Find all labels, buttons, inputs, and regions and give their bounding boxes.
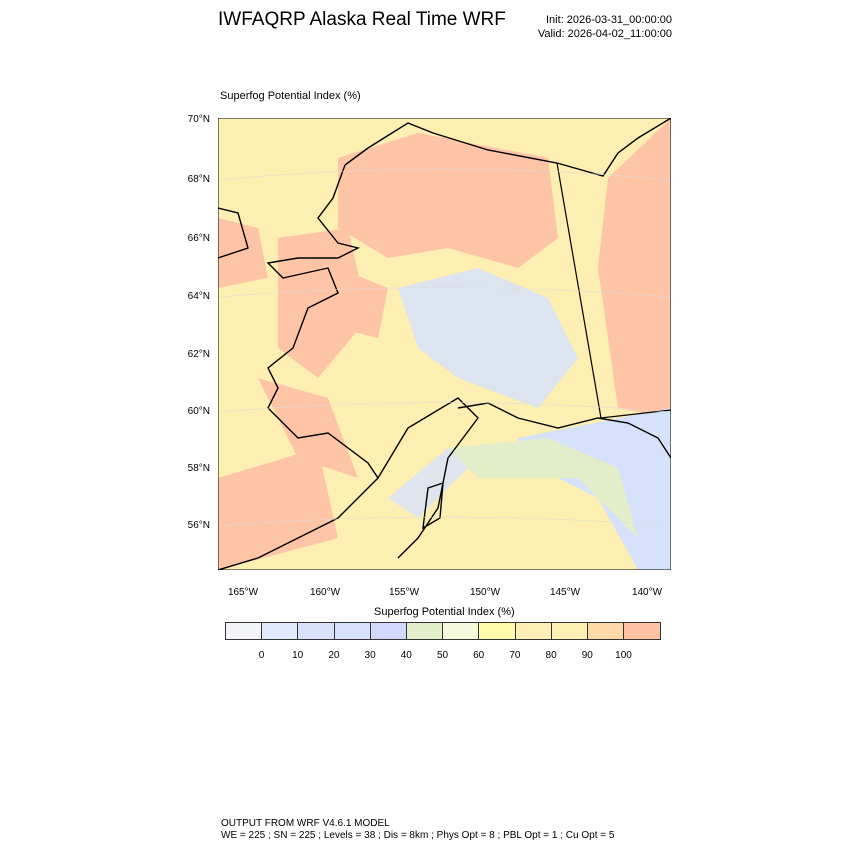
lat-label: 58°N	[187, 463, 210, 474]
lat-label: 70°N	[187, 114, 210, 125]
footer-line1: OUTPUT FROM WRF V4.6.1 MODEL	[221, 818, 390, 829]
footer: OUTPUT FROM WRF V4.6.1 MODEL WE = 225 ; S…	[221, 818, 614, 842]
colorbar	[225, 622, 662, 640]
colorbar-swatch	[551, 623, 588, 639]
colorbar-swatch	[624, 623, 661, 639]
lat-label: 68°N	[187, 174, 210, 185]
colorbar-label: 20	[328, 650, 340, 661]
colorbar-swatch	[370, 623, 407, 639]
lat-label: 56°N	[187, 520, 210, 531]
colorbar-label: 30	[364, 650, 376, 661]
time-info: Init: 2026-03-31_00:00:00 Valid: 2026-04-…	[538, 13, 672, 41]
lon-label: 160°W	[309, 587, 341, 598]
colorbar-label: 90	[581, 650, 593, 661]
field-label: Superfog Potential Index (%)	[220, 90, 361, 102]
moderate-index-band	[448, 438, 638, 538]
lon-label: 150°W	[469, 587, 501, 598]
border-lines	[556, 162, 671, 419]
graticule	[218, 168, 671, 527]
colorbar-swatch	[226, 623, 263, 639]
colorbar-swatch	[262, 623, 299, 639]
plot-title: IWFAQRP Alaska Real Time WRF	[218, 9, 506, 30]
colorbar-label: 40	[400, 650, 412, 661]
colorbar-label: 10	[292, 650, 304, 661]
colorbar-swatch	[443, 623, 480, 639]
colorbar-label: 50	[436, 650, 449, 661]
lon-label: 145°W	[549, 587, 581, 598]
high-index-areas	[218, 118, 671, 570]
coastline	[218, 118, 671, 570]
colorbar-label: 100	[615, 650, 632, 661]
footer-line2: WE = 225 ; SN = 225 ; Levels = 38 ; Dis …	[221, 830, 615, 841]
colorbar-swatch	[406, 623, 444, 639]
map	[218, 118, 671, 570]
colorbar-label: 80	[545, 650, 557, 661]
lon-label: 155°W	[388, 587, 420, 598]
colorbar-swatch	[587, 623, 625, 639]
lat-label: 60°N	[187, 406, 210, 417]
valid-time: Valid: 2026-04-02_11:00:00	[537, 28, 672, 40]
colorbar-swatch	[515, 623, 552, 639]
lon-label: 140°W	[631, 587, 663, 598]
colorbar-label: 70	[509, 650, 521, 661]
colorbar-label: 0	[258, 650, 265, 661]
lat-label: 62°N	[187, 349, 210, 360]
colorbar-swatch	[334, 623, 371, 639]
colorbar-swatch	[298, 623, 335, 639]
lat-label: 66°N	[187, 233, 210, 244]
lat-label: 64°N	[187, 291, 210, 302]
colorbar-swatch	[479, 623, 516, 639]
lon-label: 165°W	[227, 587, 259, 598]
colorbar-label: 60	[473, 650, 485, 661]
init-time: Init: 2026-03-31_00:00:00	[546, 14, 672, 26]
colorbar-title: Superfog Potential Index (%)	[374, 606, 515, 618]
